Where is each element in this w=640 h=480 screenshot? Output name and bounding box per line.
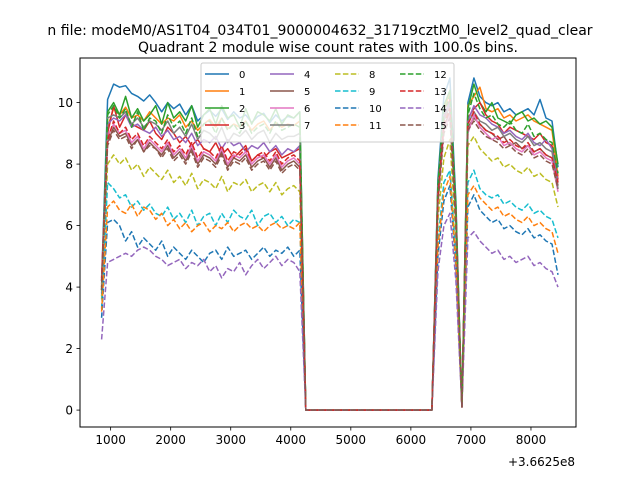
legend-label-4: 4 xyxy=(304,70,310,81)
series-layer xyxy=(100,77,559,411)
y-tick-label: 0 xyxy=(65,404,73,418)
legend-label-1: 1 xyxy=(239,87,245,98)
legend-label-6: 6 xyxy=(304,104,310,115)
x-tick-label: 6000 xyxy=(396,433,427,447)
series-line-15 xyxy=(100,117,559,411)
legend-label-9: 9 xyxy=(369,87,375,98)
legend-label-10: 10 xyxy=(369,104,382,115)
figure-suptitle: n file: modeM0/AS1T04_034T01_9000004632_… xyxy=(47,23,592,39)
plot-frame xyxy=(79,57,577,428)
x-offset-label: +3.6625e8 xyxy=(508,455,575,469)
legend-box xyxy=(200,62,455,143)
x-tick-label: 1000 xyxy=(95,433,126,447)
y-tick-label: 10 xyxy=(58,96,73,110)
x-tick-label: 5000 xyxy=(336,433,367,447)
legend-label-12: 12 xyxy=(434,70,447,81)
x-tick-label: 7000 xyxy=(456,433,487,447)
x-tick-label: 4000 xyxy=(275,433,306,447)
y-axis: 0 2 4 6 8 10 xyxy=(58,96,80,418)
chart-title: Quadrant 2 module wise count rates with … xyxy=(138,40,518,56)
y-tick-label: 6 xyxy=(65,219,73,233)
legend-label-3: 3 xyxy=(239,121,245,132)
x-tick-label: 8000 xyxy=(516,433,547,447)
legend-label-7: 7 xyxy=(304,121,310,132)
legend-label-2: 2 xyxy=(239,104,245,115)
y-tick-label: 4 xyxy=(65,281,73,295)
x-tick-label: 2000 xyxy=(155,433,186,447)
legend-label-14: 14 xyxy=(434,104,447,115)
y-tick-label: 8 xyxy=(65,158,73,172)
legend-label-8: 8 xyxy=(369,70,375,81)
legend-label-13: 13 xyxy=(434,87,447,98)
legend-label-5: 5 xyxy=(304,87,310,98)
legend-label-15: 15 xyxy=(434,121,447,132)
legend-label-0: 0 xyxy=(239,70,245,81)
x-axis: 1000 2000 3000 4000 5000 6000 7000 8000 xyxy=(95,427,546,447)
legend-label-11: 11 xyxy=(369,121,382,132)
x-tick-label: 3000 xyxy=(215,433,246,447)
y-tick-label: 2 xyxy=(65,342,73,356)
